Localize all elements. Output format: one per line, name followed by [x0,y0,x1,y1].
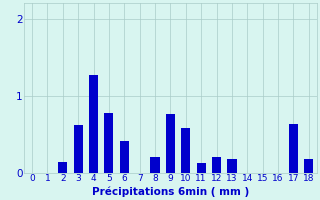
Bar [58,162,67,173]
Bar [181,128,190,173]
X-axis label: Précipitations 6min ( mm ): Précipitations 6min ( mm ) [92,186,249,197]
Bar [289,124,298,173]
Bar [304,159,314,173]
Bar [74,125,83,173]
Bar [120,141,129,173]
Bar [212,157,221,173]
Bar [166,114,175,173]
Bar [104,113,114,173]
Bar [89,75,98,173]
Bar [227,159,236,173]
Bar [150,157,160,173]
Bar [196,163,206,173]
